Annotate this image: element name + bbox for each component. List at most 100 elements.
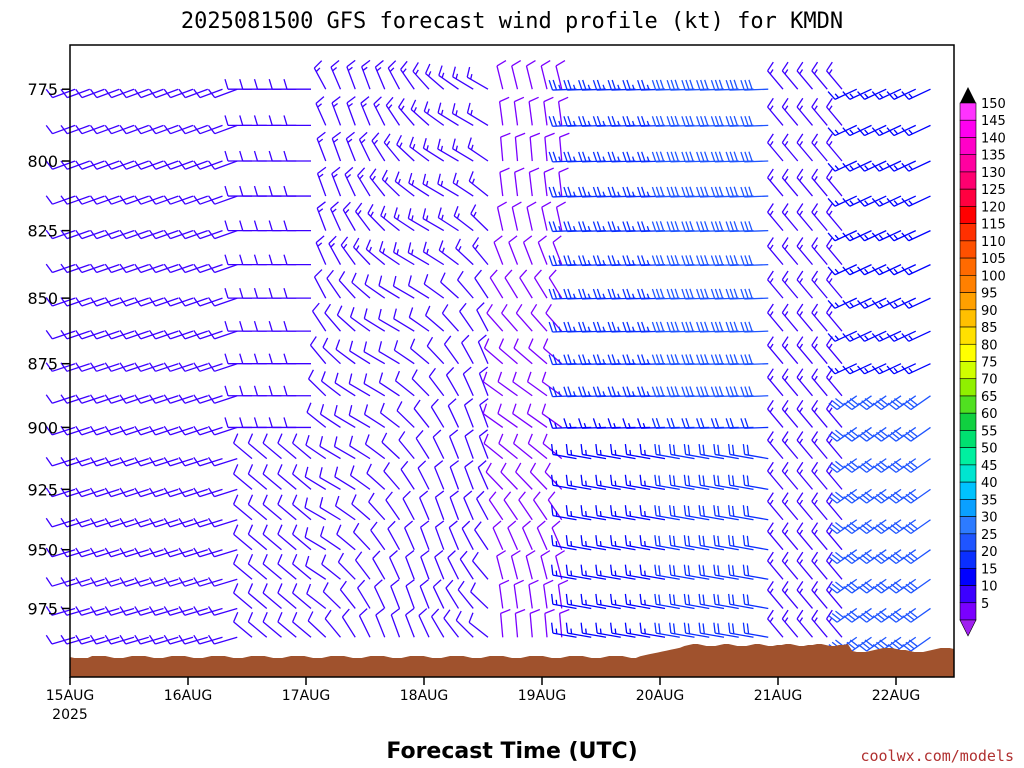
wind-barb xyxy=(247,583,268,609)
wind-barbs-layer xyxy=(45,59,931,652)
wind-barb xyxy=(443,609,460,638)
wind-barb xyxy=(207,634,238,645)
wind-barb xyxy=(368,492,386,521)
wind-barb xyxy=(902,488,931,504)
wind-barb xyxy=(193,487,223,498)
wind-barb xyxy=(728,535,754,551)
wind-barb xyxy=(340,236,356,266)
wind-barb xyxy=(292,464,312,490)
x-tick-label: 22AUG xyxy=(872,688,921,704)
colorbar-label: 110 xyxy=(981,235,1006,250)
colorbar-label: 80 xyxy=(981,338,998,353)
wind-barb xyxy=(351,494,371,521)
wind-barb xyxy=(178,487,208,498)
wind-barb xyxy=(654,622,680,638)
wind-barb xyxy=(472,237,489,266)
wind-barb xyxy=(742,474,769,491)
colorbar-swatch xyxy=(959,499,977,517)
wind-barb xyxy=(253,353,282,365)
colorbar-label: 90 xyxy=(981,304,998,319)
wind-barb xyxy=(453,205,474,232)
wind-barb xyxy=(742,535,769,551)
wind-barb xyxy=(595,622,621,638)
wind-barb xyxy=(499,167,510,197)
wind-barb xyxy=(610,564,636,580)
wind-barb xyxy=(796,336,813,365)
wind-barb xyxy=(349,307,371,332)
y-tick-label: 800 xyxy=(27,152,58,171)
wind-barb xyxy=(551,564,577,580)
wind-barb xyxy=(319,404,341,428)
colorbar: 1501451401351301251201151101051009590858… xyxy=(959,87,1006,637)
y-tick-label: 775 xyxy=(27,80,58,99)
wind-barb xyxy=(390,579,401,609)
colorbar-swatch xyxy=(959,102,977,121)
wind-barb xyxy=(163,547,194,558)
wind-barb xyxy=(607,354,636,366)
wind-barb xyxy=(781,368,799,397)
wind-barb xyxy=(507,520,519,550)
wind-barb xyxy=(119,606,149,616)
wind-barb xyxy=(563,255,592,267)
wind-barb xyxy=(595,505,621,521)
wind-barb xyxy=(283,287,311,299)
wind-barb xyxy=(45,606,76,616)
wind-barb xyxy=(796,461,813,490)
wind-barb xyxy=(407,275,430,299)
wind-barb xyxy=(857,578,887,594)
wind-barb xyxy=(363,404,386,428)
wind-barb xyxy=(45,487,76,498)
wind-barb xyxy=(610,444,636,460)
wind-barb xyxy=(525,60,536,90)
wind-barb xyxy=(411,369,430,397)
wind-barb xyxy=(796,237,813,266)
wind-barb xyxy=(253,254,282,266)
wind-barb xyxy=(330,59,342,90)
wind-barb xyxy=(592,288,621,300)
wind-barb xyxy=(513,579,524,609)
wind-barb xyxy=(767,61,784,90)
wind-barb xyxy=(622,418,651,429)
wind-barb xyxy=(565,474,592,491)
wind-barb xyxy=(578,418,607,429)
wind-barb xyxy=(826,203,843,232)
wind-barb xyxy=(247,553,268,580)
wind-barb xyxy=(415,430,430,459)
wind-barb xyxy=(533,269,548,299)
wind-barb xyxy=(698,444,725,460)
wind-barb xyxy=(253,115,282,127)
wind-barb xyxy=(434,490,445,520)
wind-barb xyxy=(378,341,400,365)
wind-barb xyxy=(163,577,194,587)
wind-barb xyxy=(681,418,710,429)
wind-barb xyxy=(740,288,769,300)
wind-barb xyxy=(277,433,297,460)
wind-barb xyxy=(622,151,651,163)
wind-barb xyxy=(767,522,784,551)
wind-barb xyxy=(420,549,430,580)
wind-barb xyxy=(367,204,386,232)
wind-barb xyxy=(326,269,342,299)
colorbar-label: 50 xyxy=(981,442,998,457)
wind-barb xyxy=(607,115,636,127)
wind-barb xyxy=(363,373,386,397)
wind-barb xyxy=(283,353,311,365)
wind-barb xyxy=(767,133,784,162)
wind-barb xyxy=(316,166,327,197)
colorbar-swatch xyxy=(959,378,977,397)
colorbar-bottom-arrow xyxy=(959,619,977,637)
wind-barb xyxy=(781,399,799,428)
wind-barb xyxy=(334,495,356,521)
wind-barb xyxy=(767,270,784,299)
wind-barb xyxy=(423,101,445,126)
wind-barb xyxy=(543,96,554,126)
wind-barb xyxy=(268,79,297,90)
wind-barb xyxy=(592,151,621,163)
wind-barb xyxy=(548,151,577,163)
wind-barb xyxy=(381,169,400,197)
wind-barb xyxy=(811,303,828,332)
wind-barb xyxy=(811,461,828,490)
wind-barb xyxy=(389,550,401,580)
wind-barb xyxy=(551,444,577,460)
